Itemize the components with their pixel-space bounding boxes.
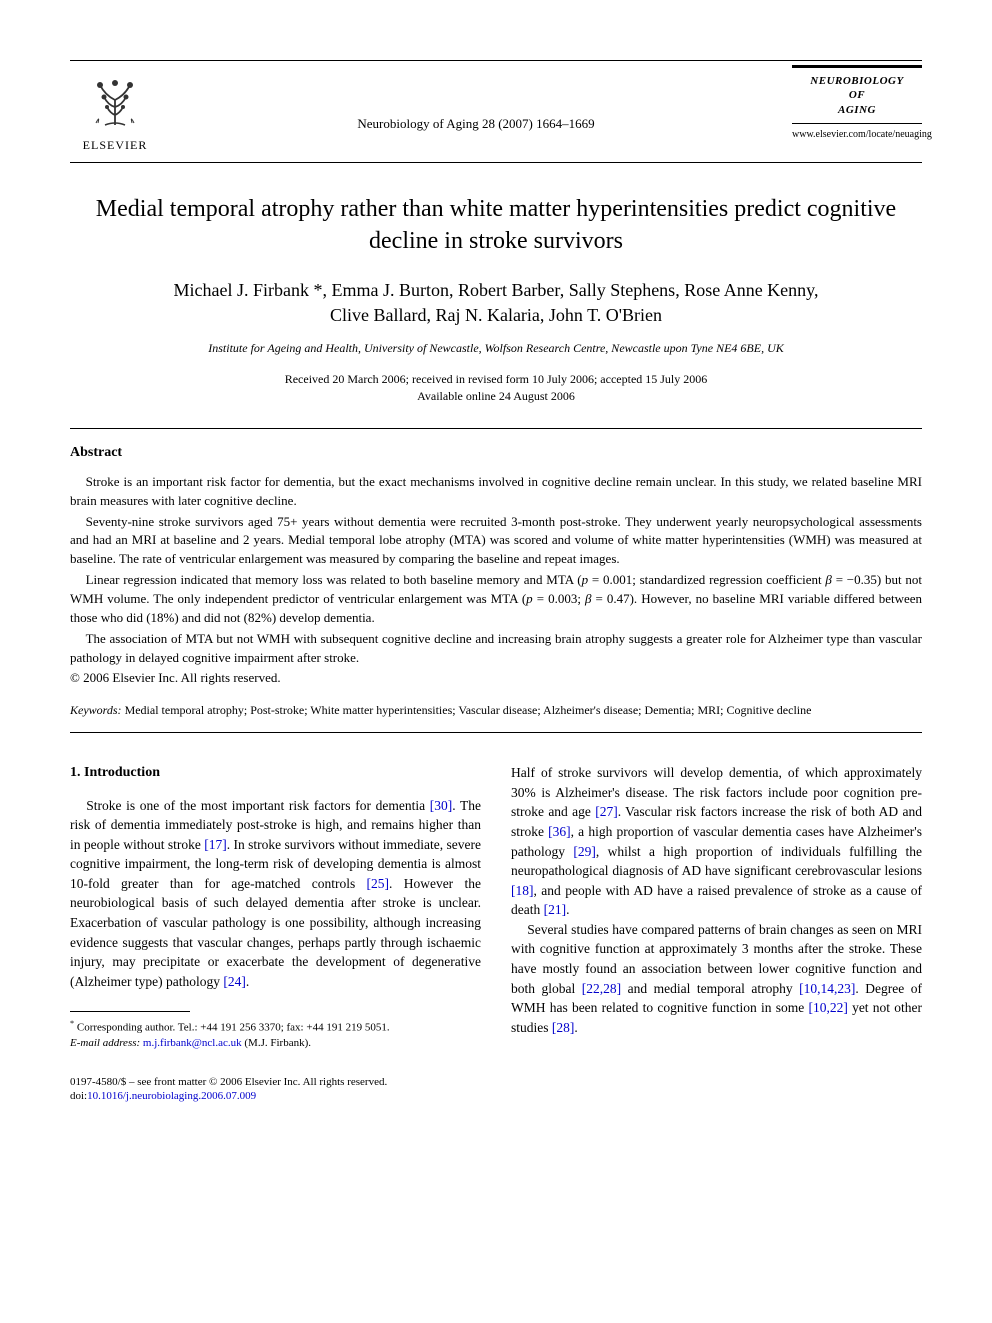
- abstract-copyright: © 2006 Elsevier Inc. All rights reserved…: [70, 669, 922, 687]
- email-link[interactable]: m.j.firbank@ncl.ac.uk: [140, 1037, 241, 1049]
- abstract-para: Linear regression indicated that memory …: [70, 571, 922, 628]
- journal-box-line: AGING: [792, 103, 922, 117]
- body-para: Stroke is one of the most important risk…: [70, 796, 481, 992]
- corresponding-author-footnote: * Corresponding author. Tel.: +44 191 25…: [70, 1018, 481, 1050]
- authors-line: Michael J. Firbank *, Emma J. Burton, Ro…: [173, 280, 818, 300]
- journal-reference: Neurobiology of Aging 28 (2007) 1664–166…: [160, 65, 792, 133]
- authors-line: Clive Ballard, Raj N. Kalaria, John T. O…: [330, 305, 662, 325]
- top-rule: [70, 60, 922, 61]
- footnote-text: Corresponding author. Tel.: +44 191 256 …: [74, 1022, 389, 1034]
- footer-block: 0197-4580/$ – see front matter © 2006 El…: [70, 1075, 922, 1105]
- body-text: .: [246, 974, 249, 989]
- abstract-text: = 0.001; standardized regression coeffic…: [588, 572, 825, 587]
- keywords: Keywords: Medial temporal atrophy; Post-…: [70, 702, 922, 719]
- left-column: 1. Introduction Stroke is one of the mos…: [70, 763, 481, 1050]
- front-matter-line: 0197-4580/$ – see front matter © 2006 El…: [70, 1075, 922, 1090]
- abstract-text: Linear regression indicated that memory …: [86, 572, 582, 587]
- citation-link[interactable]: [30]: [430, 798, 453, 813]
- abstract-text: = 0.003;: [533, 591, 585, 606]
- doi-label: doi:: [70, 1090, 87, 1102]
- citation-link[interactable]: [10,14,23]: [799, 981, 855, 996]
- body-text: and medial temporal atrophy: [621, 981, 799, 996]
- body-text: .: [574, 1020, 577, 1035]
- journal-url: www.elsevier.com/locate/neuaging: [792, 128, 922, 142]
- abstract-para: The association of MTA but not WMH with …: [70, 630, 922, 668]
- journal-box-line: OF: [792, 88, 922, 102]
- journal-box-line: NEUROBIOLOGY: [792, 74, 922, 88]
- doi-line: doi:10.1016/j.neurobiolaging.2006.07.009: [70, 1089, 922, 1104]
- abstract-bottom-rule: [70, 732, 922, 733]
- citation-link[interactable]: [22,28]: [582, 981, 621, 996]
- dates-line: Available online 24 August 2006: [417, 389, 575, 403]
- publisher-block: ELSEVIER: [70, 65, 160, 154]
- body-columns: 1. Introduction Stroke is one of the mos…: [70, 763, 922, 1050]
- body-para: Half of stroke survivors will develop de…: [511, 763, 922, 920]
- citation-link[interactable]: [21]: [544, 902, 567, 917]
- body-text: .: [566, 902, 569, 917]
- body-text: Stroke is one of the most important risk…: [86, 798, 430, 813]
- article-dates: Received 20 March 2006; received in revi…: [70, 371, 922, 405]
- header-bottom-rule: [70, 162, 922, 163]
- citation-link[interactable]: [29]: [573, 844, 596, 859]
- dates-line: Received 20 March 2006; received in revi…: [285, 372, 708, 386]
- citation-link[interactable]: [36]: [548, 824, 571, 839]
- abstract-top-rule: [70, 428, 922, 429]
- citation-link[interactable]: [28]: [552, 1020, 575, 1035]
- doi-link[interactable]: 10.1016/j.neurobiolaging.2006.07.009: [87, 1090, 256, 1102]
- abstract-para: Seventy-nine stroke survivors aged 75+ y…: [70, 513, 922, 570]
- body-text: . However the neurobiological basis of s…: [70, 876, 481, 989]
- citation-link[interactable]: [25]: [367, 876, 390, 891]
- right-column: Half of stroke survivors will develop de…: [511, 763, 922, 1050]
- footnote-tail: (M.J. Firbank).: [242, 1037, 311, 1049]
- citation-link[interactable]: [24]: [223, 974, 246, 989]
- section-heading: 1. Introduction: [70, 763, 481, 783]
- citation-link[interactable]: [18]: [511, 883, 534, 898]
- header-row: ELSEVIER Neurobiology of Aging 28 (2007)…: [70, 65, 922, 154]
- article-title: Medial temporal atrophy rather than whit…: [70, 193, 922, 258]
- elsevier-tree-icon: [80, 65, 150, 135]
- body-para: Several studies have compared patterns o…: [511, 920, 922, 1037]
- authors: Michael J. Firbank *, Emma J. Burton, Ro…: [70, 278, 922, 328]
- keywords-text: Medial temporal atrophy; Post-stroke; Wh…: [122, 703, 812, 717]
- citation-link[interactable]: [27]: [595, 804, 618, 819]
- citation-link[interactable]: [17]: [204, 837, 227, 852]
- footnote-rule: [70, 1011, 190, 1012]
- keywords-label: Keywords:: [70, 703, 122, 717]
- publisher-name: ELSEVIER: [83, 137, 148, 154]
- abstract-heading: Abstract: [70, 443, 922, 463]
- journal-title-box: NEUROBIOLOGY OF AGING: [792, 65, 922, 124]
- journal-box: NEUROBIOLOGY OF AGING www.elsevier.com/l…: [792, 65, 922, 142]
- affiliation: Institute for Ageing and Health, Univers…: [70, 340, 922, 357]
- abstract-para: Stroke is an important risk factor for d…: [70, 473, 922, 511]
- email-label: E-mail address:: [70, 1037, 140, 1049]
- body-text: , and people with AD have a raised preva…: [511, 883, 922, 918]
- citation-link[interactable]: [10,22]: [808, 1000, 847, 1015]
